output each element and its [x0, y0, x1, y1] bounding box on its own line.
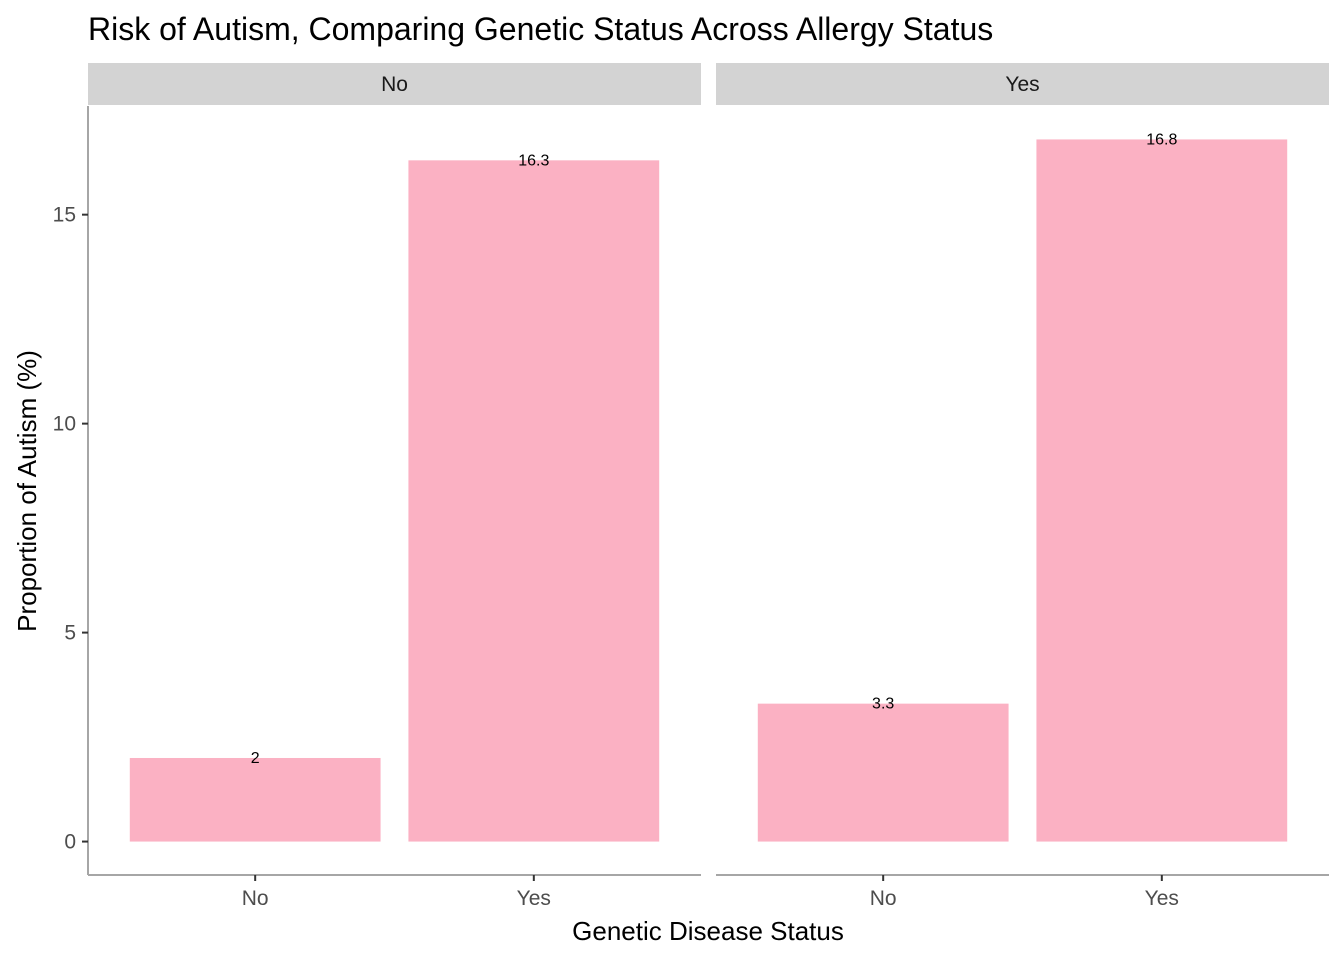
- bar-data-label: 3.3: [872, 696, 894, 713]
- chart-title: Risk of Autism, Comparing Genetic Status…: [88, 11, 993, 47]
- facet-strip: [88, 63, 701, 105]
- facet-strip: [716, 63, 1329, 105]
- x-tick-label: No: [242, 887, 269, 910]
- facet-strip-label: Yes: [1005, 73, 1039, 96]
- y-tick-label: 0: [64, 831, 76, 854]
- bar-data-label: 16.3: [518, 152, 549, 169]
- bar-data-label: 2: [251, 750, 260, 767]
- x-axis-title: Genetic Disease Status: [572, 916, 844, 946]
- bar: [129, 757, 381, 842]
- y-tick-label: 15: [53, 204, 76, 227]
- facet-panel-1: Yes 3.3 16.8 No Yes: [716, 63, 1329, 910]
- bar: [757, 703, 1009, 842]
- y-axis-title: Proportion of Autism (%): [12, 350, 42, 632]
- y-tick-label: 5: [64, 622, 76, 645]
- x-tick-label: Yes: [517, 887, 551, 910]
- facet-panel-0: No 2 16.3 No Yes: [88, 63, 701, 910]
- x-tick-label: Yes: [1145, 887, 1179, 910]
- bar: [1036, 139, 1288, 842]
- y-tick-label: 10: [53, 413, 76, 436]
- bar-data-label: 16.8: [1146, 131, 1177, 148]
- bar: [408, 160, 660, 842]
- x-tick-label: No: [870, 887, 897, 910]
- facet-strip-label: No: [381, 73, 408, 96]
